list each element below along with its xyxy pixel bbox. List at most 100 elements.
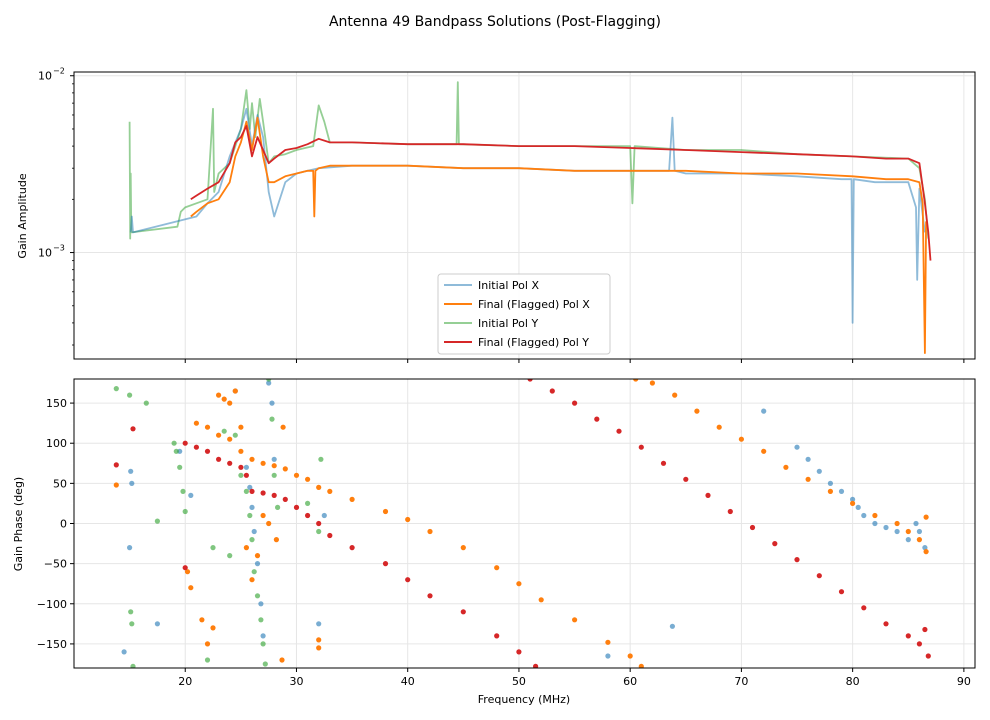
phase-point-initial-x	[922, 545, 928, 551]
phase-point-final-x	[694, 408, 700, 414]
x-tick-label: 50	[512, 675, 526, 688]
phase-point-final-x	[738, 436, 745, 442]
phase-point-initial-y	[210, 545, 216, 551]
phase-point-final-x	[850, 500, 856, 506]
legend-label-final-x: Final (Flagged) Pol X	[478, 298, 590, 311]
phase-point-initial-y	[266, 379, 272, 382]
phase-y-label: Gain Phase (deg)	[12, 477, 25, 571]
amplitude-y-tick-exponent: −2	[53, 67, 65, 76]
phase-y-tick-label: 100	[46, 437, 67, 450]
phase-point-initial-y	[129, 621, 135, 627]
phase-point-initial-y	[269, 416, 275, 422]
phase-point-final-y	[216, 456, 222, 462]
phase-point-final-x	[210, 625, 216, 631]
phase-point-final-x	[280, 424, 286, 430]
phase-point-initial-x	[794, 444, 800, 450]
phase-point-final-x	[249, 577, 255, 583]
phase-point-final-y	[516, 649, 522, 655]
phase-point-final-x	[638, 663, 644, 668]
phase-point-final-x	[266, 520, 272, 527]
phase-point-final-x	[271, 463, 277, 469]
amplitude-y-tick-label: 10	[38, 70, 52, 83]
phase-point-initial-y	[316, 528, 322, 535]
phase-point-final-x	[460, 545, 466, 551]
phase-point-initial-y	[271, 472, 277, 478]
phase-point-final-x	[894, 520, 900, 527]
phase-point-initial-x	[816, 468, 822, 474]
amplitude-line-initial-y	[128, 81, 930, 240]
phase-point-final-y	[238, 464, 244, 470]
phase-point-final-y	[316, 520, 322, 527]
phase-point-final-x	[227, 400, 233, 406]
phase-point-initial-x	[249, 504, 255, 510]
phase-point-initial-x	[855, 504, 861, 510]
phase-point-final-x	[872, 512, 878, 519]
phase-point-final-y	[260, 490, 266, 496]
phase-point-final-y	[249, 488, 255, 494]
phase-point-initial-x	[316, 621, 322, 627]
phase-point-initial-x	[872, 520, 878, 527]
phase-point-final-y	[494, 633, 500, 639]
phase-point-final-x	[316, 645, 322, 651]
phase-y-tick-label: 150	[46, 397, 67, 410]
phase-point-initial-y	[180, 488, 186, 494]
phase-point-initial-y	[128, 609, 134, 615]
phase-point-final-x	[204, 641, 211, 647]
phase-point-initial-x	[850, 496, 856, 502]
amplitude-y-ticks: 10−210−3	[38, 67, 74, 346]
phase-y-tick-label: 50	[53, 477, 67, 490]
phase-point-final-x	[916, 537, 923, 543]
amplitude-series	[128, 81, 932, 355]
phase-point-final-y	[293, 504, 300, 510]
phase-point-final-x	[923, 549, 929, 555]
phase-point-initial-x	[254, 561, 261, 567]
legend-label-initial-y: Initial Pol Y	[478, 317, 538, 330]
phase-point-initial-y	[318, 456, 324, 462]
phase-point-initial-x	[188, 492, 194, 498]
phase-point-final-y	[130, 426, 136, 432]
phase-point-final-y	[816, 573, 822, 579]
phase-point-initial-x	[121, 649, 127, 655]
phase-point-final-x	[923, 514, 929, 520]
x-axis-label: Frequency (MHz)	[478, 693, 570, 706]
phase-point-final-y	[327, 532, 333, 539]
phase-point-final-x	[761, 448, 767, 454]
phase-point-initial-x	[271, 456, 277, 462]
phase-point-initial-x	[258, 601, 264, 607]
phase-point-final-y	[638, 444, 644, 450]
phase-point-initial-y	[113, 386, 119, 392]
x-tick-label: 70	[734, 675, 748, 688]
phase-point-final-y	[772, 541, 778, 547]
phase-point-final-x	[204, 424, 211, 430]
phase-y-tick-label: −150	[37, 638, 67, 651]
x-tick-label: 30	[289, 675, 303, 688]
phase-point-final-x	[633, 379, 639, 382]
phase-point-final-x	[279, 657, 285, 663]
phase-point-final-y	[727, 508, 733, 515]
phase-point-final-x	[243, 545, 249, 551]
phase-series	[113, 379, 931, 668]
phase-point-initial-y	[182, 508, 188, 515]
phase-point-final-y	[616, 428, 622, 434]
phase-point-final-y	[349, 545, 355, 551]
phase-point-initial-x	[916, 528, 923, 535]
phase-point-final-x	[282, 466, 288, 472]
phase-point-initial-x	[605, 653, 611, 659]
phase-point-final-y	[305, 512, 311, 519]
phase-point-initial-y	[177, 464, 183, 470]
phase-point-final-y	[527, 379, 533, 382]
phase-point-initial-x	[154, 621, 160, 627]
phase-point-final-x	[273, 537, 279, 543]
phase-point-final-x	[254, 553, 261, 559]
phase-point-initial-x	[269, 400, 275, 406]
phase-point-final-x	[905, 528, 911, 535]
phase-point-initial-x	[669, 623, 676, 629]
phase-point-final-x	[188, 585, 194, 591]
phase-point-initial-y	[127, 392, 133, 398]
phase-y-tick-label: 0	[60, 518, 67, 531]
phase-point-final-y	[683, 476, 689, 482]
phase-point-final-x	[327, 488, 333, 494]
x-tick-label: 20	[178, 675, 192, 688]
phase-point-initial-y	[154, 518, 160, 524]
phase-point-initial-x	[905, 537, 911, 543]
